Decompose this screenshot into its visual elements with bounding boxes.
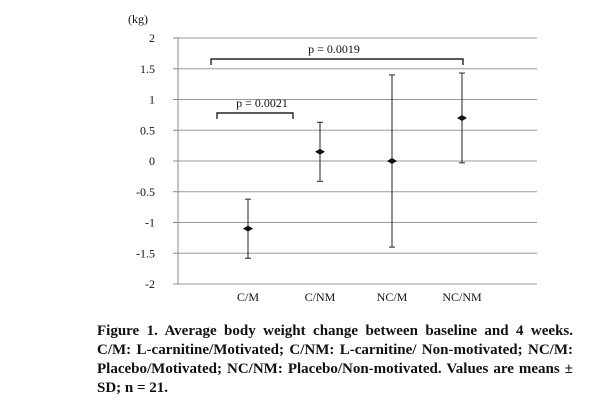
y-tick-label: 2	[149, 31, 155, 45]
error-bar-group	[387, 74, 397, 248]
y-tick-label: 0.5	[140, 123, 155, 137]
x-category-label: NC/M	[377, 290, 408, 304]
significance-bracket: p = 0.0019	[210, 42, 464, 65]
y-tick-label: 1	[149, 93, 155, 107]
error-bar-series	[243, 72, 467, 259]
p-value-label: p = 0.0021	[236, 96, 288, 110]
p-value-label: p = 0.0019	[308, 42, 360, 56]
y-tick-label: -1.5	[136, 246, 155, 260]
y-tick-labels: 2 1.5 1 0.5 0 -0.5 -1 -1.5 -2	[136, 31, 178, 291]
x-category-label: C/NM	[305, 290, 336, 304]
mean-marker	[315, 148, 325, 155]
x-category-label: C/M	[237, 290, 259, 304]
y-tick-label: -1	[145, 216, 155, 230]
y-tick-label: 0	[149, 154, 155, 168]
y-axis-unit: (kg)	[128, 12, 148, 26]
bracket-line	[210, 58, 464, 65]
error-bar-group	[315, 121, 325, 182]
mean-marker	[243, 225, 253, 232]
gridlines	[178, 37, 537, 285]
bracket-line	[216, 112, 294, 119]
error-bar-group	[457, 72, 467, 164]
mean-marker	[387, 158, 397, 164]
mean-marker	[457, 114, 467, 121]
significance-brackets: p = 0.0021 p = 0.0019	[210, 42, 464, 119]
significance-bracket: p = 0.0021	[216, 96, 294, 119]
x-category-labels: C/M C/NM NC/M NC/NM	[237, 290, 482, 304]
y-tick-label: -2	[145, 277, 155, 291]
x-category-label: NC/NM	[442, 290, 482, 304]
figure-caption: Figure 1. Average body weight change bet…	[97, 323, 573, 396]
y-tick-label: 1.5	[140, 62, 155, 76]
error-bar-group	[243, 198, 253, 259]
y-tick-label: -0.5	[136, 185, 155, 199]
